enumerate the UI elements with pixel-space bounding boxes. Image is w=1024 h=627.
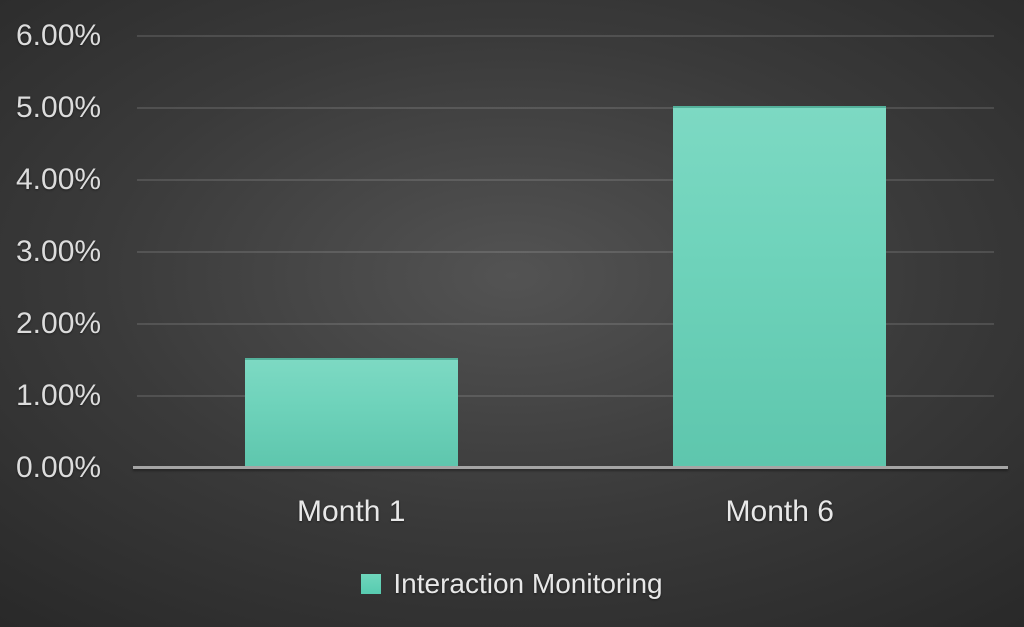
y-axis: 6.00% 5.00% 4.00% 3.00% 2.00% 1.00% 0.00% — [0, 19, 130, 484]
gridline — [137, 251, 994, 253]
x-axis-line — [133, 466, 1008, 469]
legend: Interaction Monitoring — [0, 566, 1024, 602]
x-axis-label-month-1: Month 1 — [297, 495, 406, 528]
legend-swatch-icon — [361, 574, 382, 594]
bar-month-1 — [245, 358, 458, 468]
y-tick-label: 4.00% — [16, 163, 102, 196]
gridline — [137, 35, 994, 37]
x-axis-label-month-6: Month 6 — [725, 495, 834, 528]
gridline — [137, 107, 994, 109]
x-axis: Month 1 Month 6 — [137, 492, 994, 532]
gridline — [137, 179, 994, 181]
y-tick-label: 2.00% — [16, 307, 102, 340]
legend-label: Interaction Monitoring — [393, 568, 663, 599]
y-tick-label: 1.00% — [16, 379, 102, 412]
gridline — [137, 395, 994, 397]
bar-month-6 — [673, 106, 886, 468]
y-tick-label: 6.00% — [16, 19, 102, 52]
plot-area — [133, 35, 1008, 469]
y-tick-label: 3.00% — [16, 235, 102, 268]
gridline — [137, 323, 994, 325]
y-tick-label: 0.00% — [16, 451, 102, 484]
y-tick-label: 5.00% — [16, 91, 102, 124]
